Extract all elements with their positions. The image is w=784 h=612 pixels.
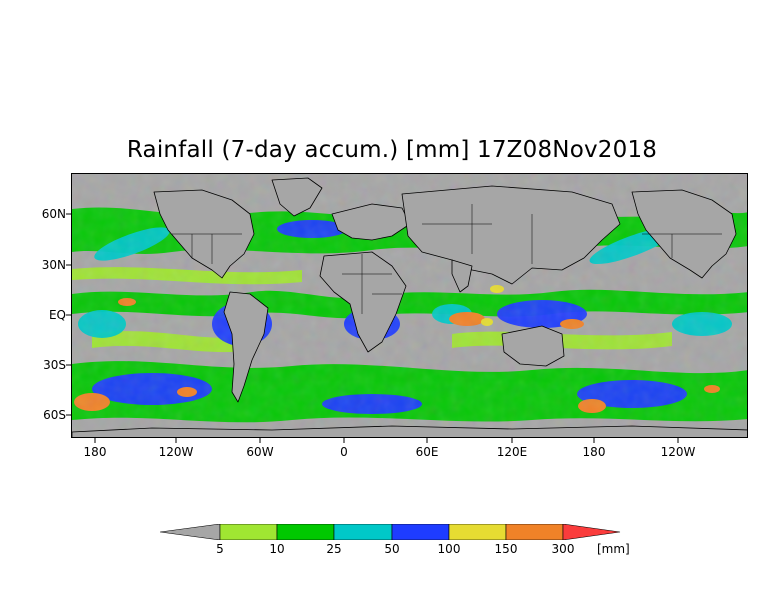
india (451, 259, 473, 293)
lon-label-60w: 60W (246, 445, 274, 459)
lon-label-180-repeat: 180 (582, 445, 606, 459)
lon-label-120w-repeat: 120W (660, 445, 696, 459)
colorbar-segment-25-50 (333, 524, 393, 540)
asia (401, 185, 621, 285)
antarctica (72, 425, 747, 437)
colorbar-segment-50-100 (391, 524, 450, 540)
colorbar-label-50: 50 (384, 542, 400, 556)
colorbar-label-10: 10 (269, 542, 285, 556)
africa (319, 251, 407, 353)
colorbar-label-300: 300 (551, 542, 575, 556)
colorbar-label-100: 100 (437, 542, 461, 556)
lon-label-120w: 120W (158, 445, 194, 459)
lon-label-120e: 120E (496, 445, 528, 459)
colorbar-label-150: 150 (494, 542, 518, 556)
colorbar (160, 524, 621, 540)
lat-label-60n: 60N (41, 207, 66, 221)
australia (501, 325, 565, 367)
colorbar-units: [mm] (597, 542, 630, 556)
map-title: Rainfall (7-day accum.) [mm] 17Z08Nov201… (126, 137, 658, 163)
lat-label-30s: 30S (43, 358, 66, 372)
lon-label-0: 0 (340, 445, 348, 459)
colorbar-segment-150-300 (505, 524, 564, 540)
lon-label-180: 180 (83, 445, 107, 459)
lat-label-60s: 60S (43, 408, 66, 422)
lat-label-30n: 30N (41, 258, 66, 272)
europe (331, 203, 411, 241)
colorbar-label-25: 25 (326, 542, 342, 556)
country-borders (172, 204, 722, 314)
lon-label-60e: 60E (415, 445, 439, 459)
colorbar-segment-10-25 (276, 524, 335, 540)
greenland (271, 177, 323, 217)
rainfall-map (71, 173, 748, 438)
colorbar-segment-5-10 (219, 524, 278, 540)
lat-label-eq: EQ (48, 308, 66, 322)
colorbar-segment-below-5 (160, 524, 221, 540)
continent-outlines (72, 177, 747, 437)
colorbar-label-5: 5 (216, 542, 224, 556)
south-america (223, 291, 269, 403)
colorbar-segment-above-300 (562, 524, 621, 540)
colorbar-segment-100-150 (448, 524, 507, 540)
